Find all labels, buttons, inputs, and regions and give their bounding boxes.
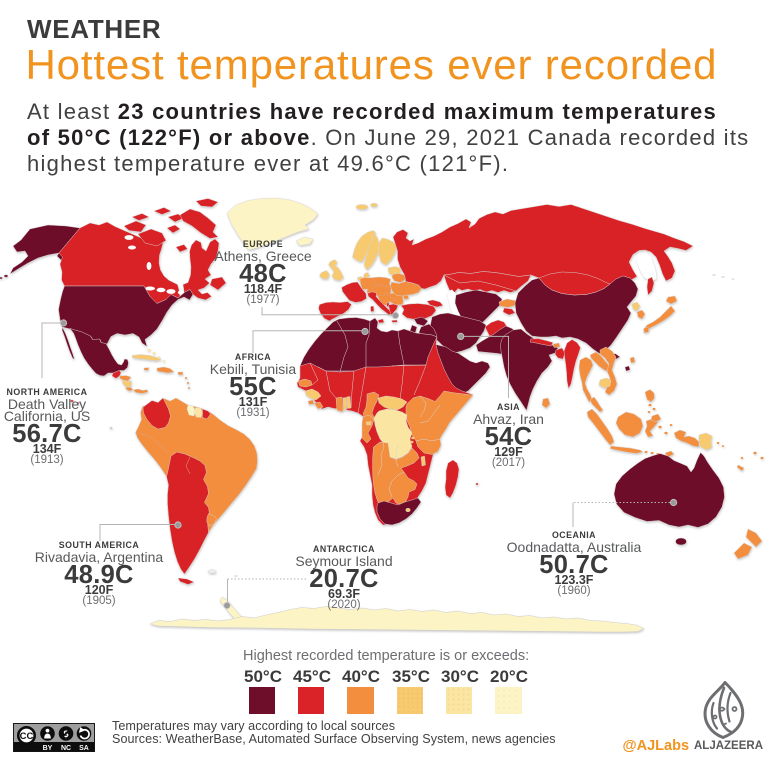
svg-text:NC: NC bbox=[61, 745, 71, 752]
svg-text:SA: SA bbox=[79, 745, 89, 752]
svg-text:CC: CC bbox=[20, 731, 34, 742]
svg-text:BY: BY bbox=[43, 745, 53, 752]
